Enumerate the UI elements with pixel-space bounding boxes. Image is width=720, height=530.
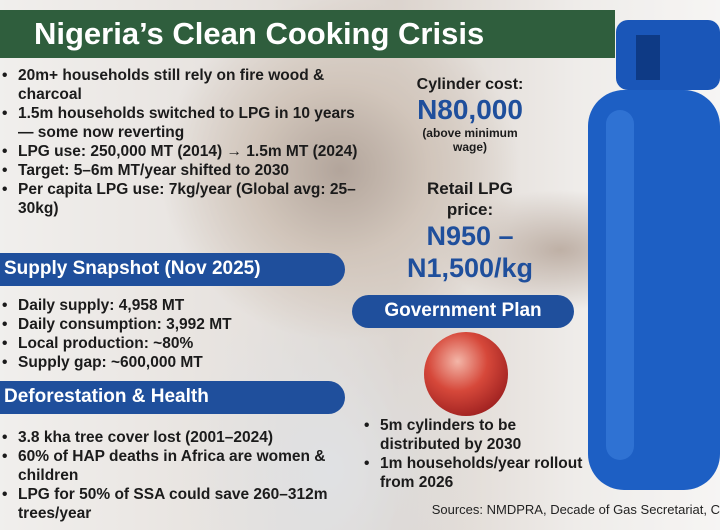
- cylinder-cost-note: (above minimum wage): [422, 126, 518, 154]
- list-item: Target: 5–6m MT/year shifted to 2030: [0, 161, 360, 180]
- supply-list: Daily supply: 4,958 MT Daily consumption…: [0, 296, 340, 372]
- cylinder-cost-label: Cylinder cost:: [416, 76, 524, 93]
- list-item: 5m cylinders to be distributed by 2030: [362, 416, 592, 454]
- list-item: Per capita LPG use: 7kg/year (Global avg…: [0, 180, 360, 218]
- list-item: 1m households/year rollout from 2026: [362, 454, 592, 492]
- deforestation-list: 3.8 kha tree cover lost (2001–2024) 60% …: [0, 428, 345, 523]
- retail-price-label: Retail LPG price:: [427, 179, 513, 219]
- government-heading: Government Plan: [352, 295, 574, 328]
- retail-price-value: N950 – N1,500/kg: [406, 221, 534, 283]
- sources-note: Sources: NMDPRA, Decade of Gas Secretari…: [431, 502, 720, 517]
- retail-price: Retail LPG price: N950 – N1,500/kg: [380, 178, 560, 284]
- list-item: 60% of HAP deaths in Africa are women & …: [0, 447, 345, 485]
- cylinder-cost-value: N80,000: [417, 94, 523, 125]
- supply-heading: Supply Snapshot (Nov 2025): [0, 253, 345, 286]
- deforestation-heading: Deforestation & Health: [0, 381, 345, 414]
- list-item: LPG for 50% of SSA could save 260–312m t…: [0, 485, 345, 523]
- list-item: LPG use: 250,000 MT (2014) → 1.5m MT (20…: [0, 142, 360, 161]
- list-item: 20m+ households still rely on fire wood …: [0, 66, 360, 104]
- list-item: 3.8 kha tree cover lost (2001–2024): [0, 428, 345, 447]
- list-item: Daily supply: 4,958 MT: [0, 296, 340, 315]
- cylinder-cost: Cylinder cost: N80,000 (above minimum wa…: [395, 76, 545, 154]
- list-item: Supply gap: ~600,000 MT: [0, 353, 340, 372]
- page-title: Nigeria’s Clean Cooking Crisis: [0, 10, 615, 58]
- list-item: Daily consumption: 3,992 MT: [0, 315, 340, 334]
- list-item: Local production: ~80%: [0, 334, 340, 353]
- cylinders-cluster-image: [424, 332, 508, 416]
- intro-list: 20m+ households still rely on fire wood …: [0, 66, 360, 218]
- government-list: 5m cylinders to be distributed by 2030 1…: [362, 416, 592, 492]
- gas-cylinder-image: [588, 20, 720, 490]
- list-item: 1.5m households switched to LPG in 10 ye…: [0, 104, 360, 142]
